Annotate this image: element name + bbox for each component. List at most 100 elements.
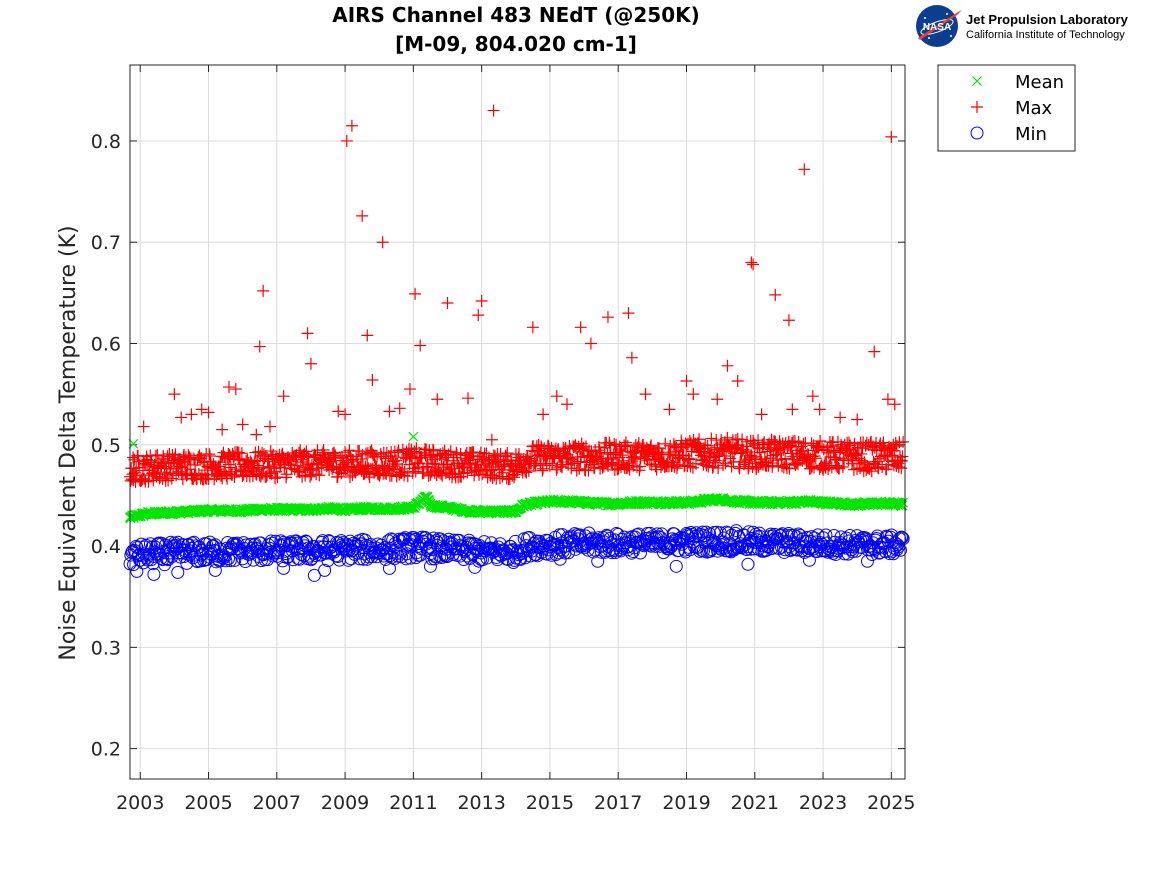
data-point-mean bbox=[254, 504, 265, 515]
data-point-max bbox=[253, 340, 266, 353]
data-point-max bbox=[232, 446, 245, 459]
data-point-max bbox=[396, 462, 409, 475]
data-point-max bbox=[721, 359, 734, 372]
data-point-max bbox=[461, 392, 474, 405]
data-point-max bbox=[192, 451, 205, 464]
data-point-max bbox=[629, 453, 642, 466]
data-point-max bbox=[263, 420, 276, 433]
data-point-max bbox=[449, 468, 462, 481]
data-point-max bbox=[650, 446, 663, 459]
data-point-max bbox=[771, 444, 784, 457]
data-point-max bbox=[280, 468, 293, 481]
data-point-min bbox=[410, 546, 424, 560]
x-tick-label: 2009 bbox=[321, 792, 369, 814]
data-point-max bbox=[366, 373, 379, 386]
data-point-min bbox=[695, 543, 709, 557]
data-point-max bbox=[850, 449, 863, 462]
data-point-max bbox=[750, 463, 763, 476]
data-point-max bbox=[639, 388, 652, 401]
data-point-max bbox=[198, 456, 211, 469]
y-axis-label: Noise Equivalent Delta Temperature (K) bbox=[56, 225, 81, 660]
data-point-max bbox=[304, 470, 317, 483]
data-point-mean bbox=[749, 497, 760, 508]
data-point-max bbox=[892, 461, 905, 474]
data-point-max bbox=[203, 448, 216, 461]
data-point-mean bbox=[562, 496, 572, 507]
data-point-max bbox=[228, 471, 241, 484]
data-point-max bbox=[830, 459, 843, 472]
legend-marker-max bbox=[971, 101, 983, 113]
data-point-min bbox=[345, 544, 359, 558]
data-point-mean bbox=[517, 500, 528, 511]
data-point-max bbox=[865, 465, 878, 478]
data-point-max bbox=[193, 449, 206, 462]
data-point-max bbox=[605, 456, 618, 469]
data-point-max bbox=[653, 442, 666, 455]
data-point-min bbox=[135, 537, 149, 551]
data-point-mean bbox=[408, 431, 419, 442]
data-point-max bbox=[888, 398, 901, 411]
data-point-min bbox=[729, 524, 743, 538]
data-point-mean bbox=[374, 503, 385, 514]
data-point-max bbox=[834, 411, 847, 424]
data-point-max bbox=[482, 451, 495, 464]
data-point-min bbox=[581, 543, 595, 557]
data-point-min bbox=[553, 552, 567, 566]
data-point-max bbox=[385, 469, 398, 482]
data-point-max bbox=[334, 452, 347, 465]
data-point-min bbox=[436, 534, 450, 548]
x-tick-label: 2005 bbox=[184, 792, 232, 814]
data-point-min bbox=[895, 531, 909, 545]
data-point-max bbox=[593, 444, 606, 457]
data-point-mean bbox=[340, 504, 351, 515]
data-point-max bbox=[851, 413, 864, 426]
data-point-min bbox=[238, 555, 252, 569]
y-tick-label: 0.7 bbox=[91, 232, 121, 254]
data-point-max bbox=[606, 458, 619, 471]
y-tick-label: 0.8 bbox=[91, 131, 121, 153]
data-point-max bbox=[325, 460, 338, 473]
data-point-max bbox=[195, 403, 208, 416]
data-point-max bbox=[747, 258, 760, 271]
data-point-max bbox=[755, 408, 768, 421]
data-point-max bbox=[700, 459, 713, 472]
nasa-meatball-icon: NASA bbox=[916, 5, 962, 47]
data-point-max bbox=[622, 307, 635, 320]
x-tick-label: 2007 bbox=[253, 792, 301, 814]
data-point-min bbox=[896, 532, 910, 546]
data-point-max bbox=[381, 462, 394, 475]
data-point-max bbox=[301, 327, 314, 340]
data-point-max bbox=[645, 439, 658, 452]
data-point-max bbox=[779, 452, 792, 465]
y-axis-ticks: 0.2 0.3 0.4 0.5 0.6 0.7 0.8 bbox=[91, 131, 905, 761]
data-point-max bbox=[828, 445, 841, 458]
data-point-max bbox=[313, 469, 326, 482]
data-point-min bbox=[886, 547, 900, 561]
data-point-mean bbox=[886, 498, 897, 509]
data-point-max bbox=[837, 452, 850, 465]
data-point-mean bbox=[476, 506, 487, 517]
data-point-mean bbox=[425, 500, 436, 511]
data-point-mean bbox=[818, 497, 828, 508]
data-point-max bbox=[189, 458, 202, 471]
series-min bbox=[123, 524, 910, 582]
data-point-max bbox=[621, 440, 634, 453]
data-point-max bbox=[536, 464, 549, 477]
data-point-max bbox=[763, 441, 776, 454]
data-point-max bbox=[693, 433, 706, 446]
data-point-max bbox=[607, 453, 620, 466]
y-tick-label: 0.2 bbox=[91, 739, 121, 761]
series-max bbox=[124, 104, 910, 489]
data-point-max bbox=[723, 440, 736, 453]
data-point-max bbox=[391, 458, 404, 471]
data-point-max bbox=[683, 453, 696, 466]
data-point-min bbox=[669, 559, 683, 573]
data-point-max bbox=[828, 451, 841, 464]
data-point-max bbox=[267, 462, 280, 475]
data-point-max bbox=[786, 403, 799, 416]
data-point-max bbox=[671, 458, 684, 471]
data-point-min bbox=[235, 546, 249, 560]
data-point-max bbox=[327, 460, 340, 473]
data-point-min bbox=[425, 552, 439, 566]
